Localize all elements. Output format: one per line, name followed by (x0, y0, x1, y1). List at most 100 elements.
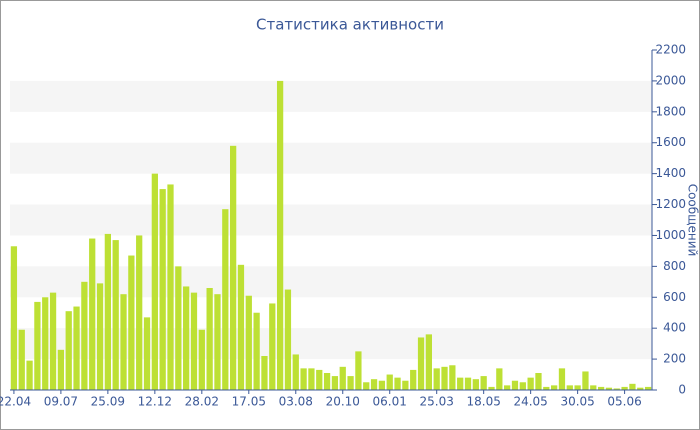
bar (441, 366, 448, 390)
bar (206, 288, 213, 390)
bar (104, 233, 111, 390)
bar (519, 382, 526, 390)
bar (65, 311, 72, 390)
bar (81, 281, 88, 390)
bar (347, 376, 354, 390)
bar (417, 337, 425, 390)
bar (151, 173, 158, 390)
bar (331, 376, 339, 390)
bar (26, 360, 33, 390)
grid-band (10, 142, 652, 174)
chart-title: Статистика активности (256, 16, 444, 34)
bar (96, 283, 104, 390)
y-tick-label: 600 (663, 290, 686, 304)
bar (613, 388, 620, 390)
bar (543, 386, 550, 390)
y-tick-label: 800 (663, 259, 686, 273)
x-tick-label: 09.07 (44, 395, 78, 409)
bar (535, 373, 542, 390)
y-tick-label: 0 (678, 383, 686, 397)
bar (175, 266, 182, 390)
bar (527, 377, 534, 390)
bar (597, 386, 605, 390)
bar (73, 306, 80, 390)
bar (363, 382, 370, 390)
bar (214, 294, 221, 390)
bar (496, 368, 503, 390)
bar (629, 383, 636, 390)
x-tick-label: 22.04 (0, 395, 31, 409)
x-tick-label: 25.09 (91, 395, 125, 409)
bar (284, 289, 292, 390)
bar (590, 385, 597, 390)
bar (551, 385, 558, 390)
y-tick-label: 2200 (655, 43, 686, 57)
bar (370, 379, 378, 390)
bar (120, 294, 127, 390)
x-tick-label: 28.02 (185, 395, 219, 409)
bar (511, 380, 519, 390)
y-tick-label: 1000 (655, 228, 686, 242)
grid-band (10, 204, 652, 236)
y-tick-label: 2000 (655, 73, 686, 87)
x-tick-label: 06.01 (373, 395, 407, 409)
bar (261, 356, 268, 390)
bar (269, 303, 276, 390)
bar (167, 184, 174, 390)
bar (605, 387, 613, 390)
bar (566, 385, 573, 390)
bar (308, 368, 315, 390)
bar (402, 380, 409, 390)
bar (183, 286, 190, 390)
x-tick-label: 20.10 (326, 395, 360, 409)
bar (136, 235, 143, 390)
bar (34, 301, 41, 390)
bar (159, 189, 166, 390)
bar (316, 369, 323, 390)
y-tick-label: 1400 (655, 166, 686, 180)
y-tick-label: 1800 (655, 104, 686, 118)
x-tick-label: 17.05 (232, 395, 266, 409)
bar (480, 376, 487, 390)
y-axis-label: Сообщений (686, 184, 700, 257)
bar (112, 240, 119, 390)
x-tick-label: 12.12 (138, 395, 172, 409)
bar (504, 385, 511, 390)
bar (449, 365, 456, 390)
bar (323, 373, 331, 390)
bar (230, 145, 237, 390)
bar (89, 238, 96, 390)
bar (644, 386, 652, 390)
bar (457, 377, 464, 390)
bar (10, 246, 18, 390)
bar (355, 351, 362, 390)
x-tick-label: 03.08 (279, 395, 313, 409)
grid-band (10, 80, 652, 112)
bar (574, 385, 581, 390)
bar (292, 354, 299, 390)
bar (394, 377, 401, 390)
bar (488, 386, 495, 390)
bar (245, 295, 252, 390)
bar (425, 334, 432, 390)
bar (128, 255, 135, 390)
bar (637, 387, 644, 390)
x-tick-label: 05.06 (607, 395, 641, 409)
bar (143, 317, 151, 390)
x-tick-label: 18.05 (466, 395, 500, 409)
bar (198, 329, 205, 390)
y-tick-label: 1600 (655, 135, 686, 149)
y-tick-label: 200 (663, 352, 686, 366)
bar (222, 209, 229, 390)
bar (558, 368, 566, 390)
bar (339, 366, 346, 390)
bar (253, 312, 260, 390)
bar (410, 369, 417, 390)
bar (190, 292, 198, 390)
x-tick-label: 25.03 (420, 395, 454, 409)
y-tick-label: 400 (663, 321, 686, 335)
bar (472, 379, 479, 390)
bar (386, 374, 393, 390)
x-tick-label: 24.05 (513, 395, 547, 409)
bar (18, 329, 25, 390)
